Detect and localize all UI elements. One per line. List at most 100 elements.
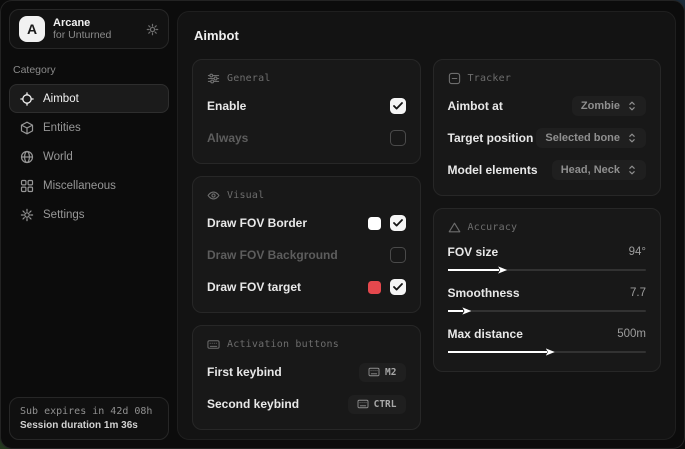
accuracy-panel: Accuracy FOV size 94°: [432, 208, 661, 372]
slider-value: 500m: [617, 328, 646, 340]
fov-border-checkbox[interactable]: [389, 215, 406, 231]
keyboard-icon: [368, 367, 380, 377]
settings-gear-icon[interactable]: [146, 23, 159, 36]
keybind-value: CTRL: [373, 398, 397, 410]
app-name: Arcane: [53, 16, 91, 29]
setting-label: Target position: [447, 131, 534, 145]
sidebar-item-world[interactable]: World: [9, 142, 169, 171]
setting-label: Aimbot at: [447, 99, 503, 113]
slider-thumb[interactable]: [498, 266, 508, 274]
scan-icon: [448, 72, 461, 85]
chevron-up-down-icon: [627, 164, 637, 176]
eye-icon: [207, 189, 220, 202]
slider-fill: [447, 348, 555, 356]
sidebar-item-entities[interactable]: Entities: [9, 113, 169, 142]
sidebar-item-aimbot[interactable]: Aimbot: [9, 84, 169, 113]
activation-panel-header: Activation buttons: [207, 338, 406, 351]
max-distance-group: Max distance 500m: [447, 327, 647, 357]
setting-row-target-position: Target position Selected bone: [447, 127, 646, 149]
max-distance-slider[interactable]: [447, 347, 646, 357]
setting-label: First keybind: [207, 365, 282, 379]
slider-value: 94°: [628, 246, 646, 258]
chevron-up-down-icon: [627, 132, 637, 144]
control-group: [367, 215, 406, 231]
sidebar-item-settings[interactable]: Settings: [9, 200, 169, 229]
grid-icon: [20, 179, 34, 193]
tracker-panel: Tracker Aimbot at Zombie: [432, 59, 661, 196]
sub-expires-text: Sub expires in 42d 08h: [20, 406, 153, 417]
slider-thumb[interactable]: [462, 307, 472, 315]
slider-fill: [447, 266, 508, 274]
slider-label-row: Smoothness 7.7: [448, 286, 647, 300]
setting-row-always: Always: [207, 127, 406, 149]
fov-target-color-swatch[interactable]: [367, 280, 381, 294]
keyboard-icon: [207, 338, 220, 351]
dropdown-value: Selected bone: [545, 132, 620, 144]
setting-label: Model elements: [447, 163, 538, 177]
sidebar-item-label: Aimbot: [43, 92, 79, 105]
panel-title: Activation buttons: [227, 339, 339, 350]
panel-title: Accuracy: [467, 222, 518, 233]
subscription-card: Sub expires in 42d 08h Session duration …: [9, 397, 169, 440]
sidebar-item-miscellaneous[interactable]: Miscellaneous: [9, 171, 169, 200]
fov-target-checkbox[interactable]: [389, 279, 406, 295]
smoothness-slider[interactable]: [447, 306, 646, 316]
model-elements-dropdown[interactable]: Head, Neck: [551, 160, 646, 180]
setting-label: FOV size: [447, 245, 499, 259]
setting-label: Enable: [207, 99, 247, 113]
slider-track: [447, 310, 646, 312]
gear-icon: [20, 208, 34, 222]
setting-label: Always: [207, 131, 249, 145]
fov-background-checkbox[interactable]: [389, 247, 406, 263]
slider-value: 7.7: [630, 287, 646, 299]
fov-size-group: FOV size 94°: [447, 245, 646, 275]
fov-border-color-swatch[interactable]: [367, 216, 381, 230]
second-keybind-button[interactable]: CTRL: [347, 394, 406, 414]
smoothness-group: Smoothness 7.7: [447, 286, 647, 316]
app-logo-card: A Arcane for Unturned: [9, 9, 169, 49]
slider-fill: [447, 307, 472, 315]
setting-label: Smoothness: [447, 286, 520, 300]
slider-thumb[interactable]: [545, 348, 555, 356]
app-title-block: Arcane for Unturned: [53, 17, 111, 42]
slider-track: [447, 351, 646, 353]
sidebar-item-label: World: [43, 150, 73, 163]
crosshair-icon: [20, 91, 34, 106]
setting-label: Max distance: [447, 327, 523, 341]
app-subtitle: for Unturned: [53, 29, 112, 42]
target-position-dropdown[interactable]: Selected bone: [536, 128, 646, 148]
first-keybind-button[interactable]: M2: [359, 362, 406, 382]
right-column: Tracker Aimbot at Zombie: [432, 59, 661, 372]
setting-row-fov-border: Draw FOV Border: [207, 212, 406, 234]
setting-label: Draw FOV target: [207, 280, 302, 294]
panel-title: General: [227, 73, 271, 84]
setting-label: Draw FOV Border: [207, 216, 308, 230]
panels-grid: General Enable Always: [192, 59, 661, 430]
enable-checkbox[interactable]: [389, 98, 406, 114]
cube-icon: [20, 121, 34, 135]
setting-row-first-keybind: First keybind M2: [207, 361, 406, 383]
app-logo: A: [19, 16, 45, 42]
keyboard-icon: [357, 399, 369, 409]
triangle-icon: [448, 221, 461, 234]
slider-track: [447, 269, 646, 271]
panel-title: Tracker: [467, 73, 512, 84]
chevron-up-down-icon: [627, 100, 637, 112]
sidebar: A Arcane for Unturned Category: [1, 1, 177, 448]
page-title: Aimbot: [194, 28, 239, 43]
aimbot-at-dropdown[interactable]: Zombie: [571, 96, 646, 116]
sliders-icon: [207, 72, 220, 85]
general-panel-header: General: [207, 72, 406, 85]
session-duration-text: Session duration 1m 36s: [20, 420, 138, 431]
setting-row-fov-target: Draw FOV target: [207, 276, 406, 298]
visual-panel-header: Visual: [207, 189, 406, 202]
accuracy-panel-header: Accuracy: [448, 221, 647, 234]
control-group: [367, 279, 406, 295]
slider-label-row: Max distance 500m: [448, 327, 647, 341]
category-label: Category: [13, 64, 56, 76]
fov-size-slider[interactable]: [447, 265, 646, 275]
setting-row-fov-background: Draw FOV Background: [207, 244, 406, 266]
setting-label: Second keybind: [207, 397, 300, 411]
always-checkbox[interactable]: [389, 130, 406, 146]
